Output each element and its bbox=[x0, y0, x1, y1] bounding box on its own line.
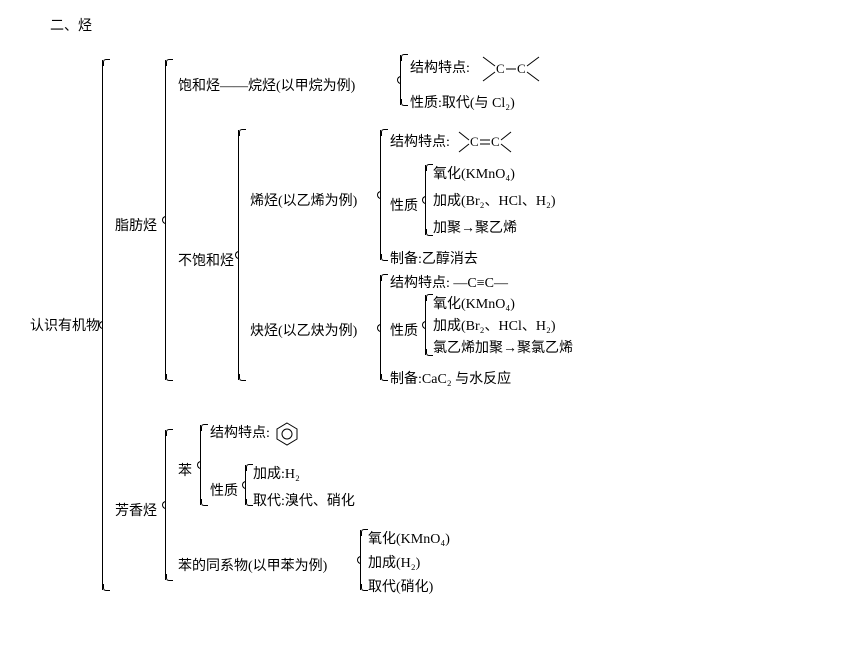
alkyne-structure: 结构特点: —C≡C— bbox=[390, 272, 508, 292]
alkene-structure-svg: C C bbox=[453, 128, 513, 158]
toluene-prop3: 取代(硝化) bbox=[368, 576, 433, 596]
aliphatic-label: 脂肪烃 bbox=[115, 215, 157, 235]
alkene-label: 烯烃(以乙烯为例) bbox=[250, 190, 357, 210]
benzene-label: 苯 bbox=[178, 460, 192, 480]
alkyne-structure-label: 结构特点: bbox=[390, 276, 450, 291]
alkene-prop-bracket bbox=[425, 165, 426, 235]
unsaturated-bracket bbox=[238, 130, 239, 380]
svg-text:C: C bbox=[470, 134, 479, 149]
alkane-structure: 结构特点: C C bbox=[410, 52, 543, 86]
section-title: 二、烃 bbox=[50, 15, 92, 35]
unsaturated-label: 不饱和烃 bbox=[178, 250, 234, 270]
alkane-structure-label: 结构特点: bbox=[410, 61, 470, 76]
root-label: 认识有机物 bbox=[30, 315, 100, 335]
toluene-label: 苯的同系物(以甲苯为例) bbox=[178, 555, 327, 575]
toluene-bracket bbox=[360, 530, 361, 590]
alkyne-label: 炔烃(以乙炔为例) bbox=[250, 320, 357, 340]
alkyne-prop-bracket bbox=[425, 295, 426, 355]
benzene-property-label: 性质 bbox=[210, 480, 238, 500]
toluene-prop1: 氧化(KMnO₄) bbox=[368, 528, 450, 548]
alkyne-prop3: 氯乙烯加聚→聚氯乙烯 bbox=[433, 337, 573, 357]
alkene-property-label: 性质 bbox=[390, 195, 418, 215]
alkyne-prop1: 氧化(KMnO₄) bbox=[433, 293, 515, 313]
alkyne-structure-text: —C≡C— bbox=[453, 276, 508, 291]
benzene-bracket bbox=[200, 425, 201, 505]
aliphatic-bracket bbox=[165, 60, 166, 380]
saturated-label: 饱和烃——烷烃(以甲烷为例) bbox=[178, 75, 355, 95]
toluene-prop2: 加成(H₂) bbox=[368, 552, 420, 572]
alkene-structure: 结构特点: C C bbox=[390, 128, 513, 158]
aromatic-bracket bbox=[165, 430, 166, 580]
benzene-prop2: 取代:溴代、硝化 bbox=[253, 490, 355, 510]
alkene-prop3: 加聚→聚乙烯 bbox=[433, 217, 517, 237]
svg-text:C: C bbox=[491, 134, 500, 149]
benzene-structure: 结构特点: bbox=[210, 420, 301, 448]
alkyne-property-label: 性质 bbox=[390, 320, 418, 340]
alkane-bracket bbox=[400, 55, 401, 105]
benzene-structure-label: 结构特点: bbox=[210, 426, 270, 441]
alkene-prep: 制备:乙醇消去 bbox=[390, 248, 478, 268]
alkyne-bracket bbox=[380, 275, 381, 380]
benzene-prop1: 加成:H₂ bbox=[253, 463, 300, 483]
alkene-structure-label: 结构特点: bbox=[390, 135, 450, 150]
benzene-ring-icon bbox=[273, 420, 301, 448]
alkene-prop2: 加成(Br₂、HCl、H₂) bbox=[433, 190, 556, 210]
alkene-prop1: 氧化(KMnO₄) bbox=[433, 163, 515, 183]
alkyne-prep: 制备:CaC₂ 与水反应 bbox=[390, 368, 511, 388]
alkene-bracket bbox=[380, 130, 381, 260]
alkyne-prop2: 加成(Br₂、HCl、H₂) bbox=[433, 315, 556, 335]
svg-text:C: C bbox=[496, 61, 505, 76]
aromatic-label: 芳香烃 bbox=[115, 500, 157, 520]
alkane-structure-svg: C C bbox=[473, 52, 543, 86]
alkane-property: 性质:取代(与 Cl₂) bbox=[410, 92, 515, 112]
benzene-prop-bracket bbox=[245, 465, 246, 505]
svg-text:C: C bbox=[517, 61, 526, 76]
root-bracket bbox=[102, 60, 103, 590]
